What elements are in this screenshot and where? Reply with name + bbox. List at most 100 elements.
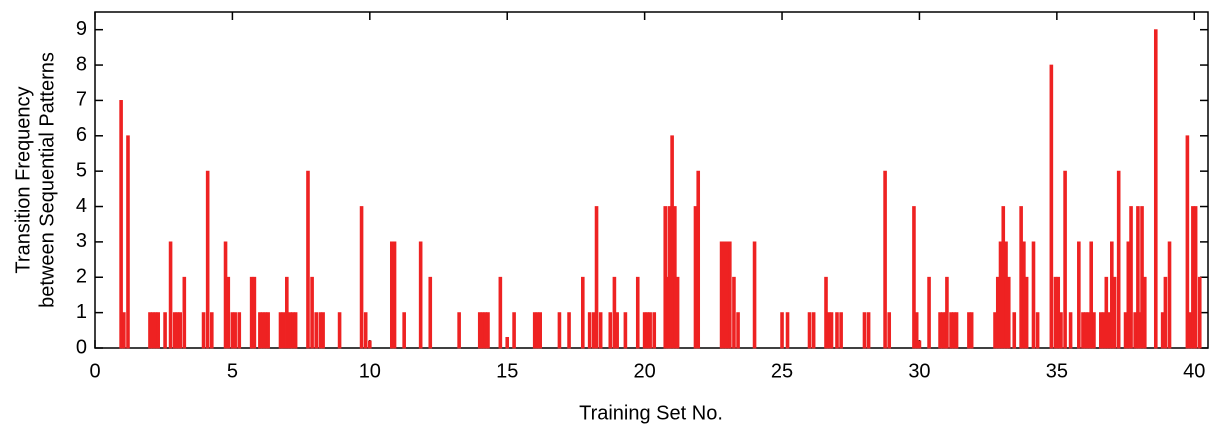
- y-tick-label: 2: [76, 266, 87, 288]
- bar: [538, 312, 542, 349]
- bar: [1063, 170, 1067, 349]
- bar: [648, 312, 652, 349]
- bar: [285, 276, 289, 349]
- bar: [567, 312, 571, 349]
- x-tick-label: 0: [89, 360, 100, 382]
- plot-frame: [94, 11, 1209, 349]
- bar: [306, 170, 310, 349]
- bar: [1089, 241, 1094, 349]
- bar: [954, 312, 959, 349]
- bar: [182, 276, 187, 349]
- bar: [418, 241, 423, 349]
- bar: [835, 312, 839, 349]
- bar: [163, 312, 167, 349]
- y-axis-label: Transition Frequency: [12, 86, 34, 273]
- bar: [252, 276, 257, 349]
- bar: [126, 135, 130, 349]
- bar: [505, 336, 510, 349]
- bar: [969, 312, 974, 349]
- bar: [587, 312, 592, 349]
- bar: [652, 312, 657, 349]
- bar: [1142, 276, 1147, 349]
- bar: [1006, 276, 1011, 349]
- bar: [780, 312, 784, 349]
- bar: [310, 276, 314, 349]
- bar: [237, 312, 242, 349]
- bar: [205, 170, 210, 349]
- bar: [178, 312, 182, 349]
- bar: [696, 170, 701, 349]
- bar: [156, 312, 161, 349]
- bar: [119, 100, 123, 349]
- x-tick-label: 30: [908, 360, 930, 382]
- y-tick-label: 8: [76, 53, 87, 75]
- bar: [623, 312, 628, 349]
- bar: [917, 340, 922, 349]
- y-axis-label: between Sequential Patterns: [36, 52, 58, 308]
- bar: [201, 312, 206, 349]
- bar: [866, 312, 871, 349]
- bar: [675, 276, 680, 349]
- y-tick-label: 1: [76, 301, 87, 323]
- bar: [914, 312, 919, 349]
- bar: [1163, 276, 1168, 349]
- x-tick-label: 35: [1046, 360, 1068, 382]
- bar: [752, 241, 757, 349]
- bar: [1197, 276, 1202, 349]
- bar: [736, 312, 740, 349]
- bar: [293, 312, 298, 349]
- bar: [337, 312, 342, 349]
- bar: [402, 312, 406, 349]
- bar: [785, 312, 790, 349]
- bar: [281, 312, 286, 349]
- x-tick-label: 15: [496, 360, 518, 382]
- bar: [1112, 276, 1117, 349]
- bar: [829, 312, 834, 349]
- bar: [862, 312, 867, 349]
- bar: [226, 276, 231, 349]
- x-tick-label: 20: [634, 360, 656, 382]
- bar: [314, 312, 319, 349]
- x-tick-label: 25: [771, 360, 793, 382]
- bar: [594, 206, 599, 349]
- bar: [883, 170, 887, 349]
- bar: [945, 276, 949, 349]
- bar: [1153, 29, 1158, 349]
- bar: [233, 312, 237, 349]
- bar: [1024, 276, 1029, 349]
- bar: [266, 312, 270, 349]
- bar: [457, 312, 461, 349]
- bar: [732, 276, 736, 349]
- x-tick-label: 10: [359, 360, 381, 382]
- bar: [580, 276, 585, 349]
- bar: [1185, 135, 1190, 349]
- bar: [1167, 241, 1172, 349]
- bar: [368, 340, 372, 349]
- y-tick-label: 9: [76, 18, 87, 40]
- bar: [512, 312, 516, 349]
- bar: [1193, 206, 1198, 349]
- bar: [1031, 241, 1036, 349]
- bar: [1077, 241, 1081, 349]
- bar: [1129, 206, 1133, 349]
- bar: [608, 312, 613, 349]
- bar: [1116, 170, 1121, 349]
- bar: [1035, 312, 1040, 349]
- x-tick-label: 5: [227, 360, 238, 382]
- bar: [1059, 312, 1063, 349]
- y-tick-label: 5: [76, 159, 87, 181]
- bar: [359, 206, 364, 349]
- bar: [392, 241, 397, 349]
- bar: [1068, 312, 1073, 349]
- bar: [887, 312, 892, 349]
- bar: [839, 312, 843, 349]
- bar: [811, 312, 816, 349]
- bar: [363, 312, 368, 349]
- bar: [807, 312, 812, 349]
- bar: [321, 312, 325, 349]
- y-tick-label: 6: [76, 124, 87, 146]
- bar: [598, 312, 603, 349]
- x-axis-label: Training Set No.: [579, 402, 723, 424]
- x-tick-label: 40: [1183, 360, 1205, 382]
- y-tick-label: 7: [76, 89, 87, 111]
